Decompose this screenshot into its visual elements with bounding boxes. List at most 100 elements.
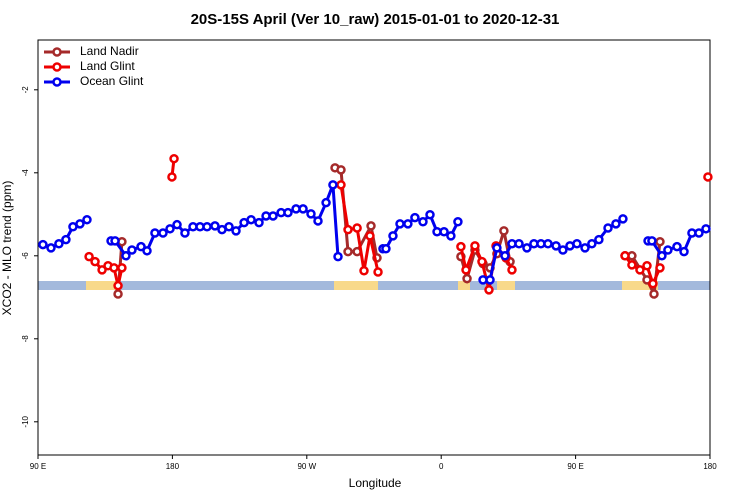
data-point (572, 239, 582, 249)
data-point (113, 280, 123, 291)
data-point (558, 245, 568, 255)
data-point (343, 246, 353, 257)
data-point (627, 260, 637, 270)
data-point (180, 228, 190, 238)
data-point (611, 219, 621, 229)
legend-marker (52, 47, 62, 57)
x-tick-label: 180 (703, 462, 717, 471)
x-axis-label: Longitude (349, 476, 402, 490)
x-tick-label: 90 E (30, 462, 46, 471)
data-point (202, 222, 212, 232)
data-point (453, 217, 463, 227)
data-point (46, 243, 56, 253)
legend-label: Ocean Glint (80, 74, 144, 88)
data-point (492, 243, 502, 253)
data-point (224, 222, 234, 232)
data-point (110, 236, 120, 246)
data-point (461, 265, 471, 275)
y-axis-label: XCO2 - MLO trend (ppm) (0, 181, 14, 316)
data-point (514, 239, 524, 249)
data-point (477, 256, 487, 267)
data-point (142, 246, 152, 256)
land-band (497, 281, 515, 290)
data-point (136, 241, 146, 252)
data-point (283, 207, 293, 218)
x-tick-label: 90 W (297, 462, 316, 471)
data-point (663, 245, 673, 255)
data-point (484, 285, 494, 295)
land-band (334, 281, 378, 290)
data-point (403, 219, 413, 229)
data-point (61, 234, 71, 245)
data-point (655, 263, 665, 273)
data-point (649, 289, 659, 299)
data-point (169, 153, 179, 164)
legend-marker (52, 62, 62, 72)
y-tick-label: -6 (21, 252, 30, 260)
data-point (246, 214, 256, 225)
data-point (210, 221, 220, 231)
data-point (127, 245, 137, 255)
data-point (507, 265, 517, 275)
data-point (366, 221, 376, 231)
data-point (306, 209, 316, 219)
data-point (165, 224, 175, 234)
data-point (543, 239, 553, 249)
data-point (231, 226, 241, 236)
y-tick-label: -8 (21, 335, 30, 343)
data-point (343, 224, 353, 235)
data-point (701, 224, 711, 234)
x-tick-label: 180 (166, 462, 180, 471)
land-band (622, 281, 658, 290)
data-point (121, 251, 131, 261)
data-point (672, 241, 682, 252)
data-point (485, 275, 495, 285)
data-point (333, 251, 343, 262)
data-point (54, 239, 64, 249)
data-point (425, 209, 435, 220)
data-point (75, 219, 85, 229)
data-point (328, 180, 338, 190)
legend-label: Land Glint (80, 59, 135, 73)
data-point (418, 217, 428, 227)
data-point (109, 263, 119, 273)
data-point (603, 223, 613, 233)
data-point (336, 165, 346, 175)
data-point (268, 211, 278, 221)
data-point (254, 217, 264, 228)
data-point (84, 251, 94, 262)
data-point (113, 289, 123, 299)
data-point (499, 226, 509, 236)
land-band (86, 281, 116, 290)
data-point (352, 223, 362, 233)
data-point (470, 241, 480, 251)
data-point (359, 265, 369, 276)
y-tick-label: -10 (21, 415, 30, 427)
data-point (381, 243, 391, 254)
data-point (410, 212, 420, 223)
data-point (395, 219, 405, 229)
data-point (336, 180, 346, 190)
data-point (587, 239, 597, 249)
data-point (462, 273, 472, 284)
data-point (618, 214, 628, 224)
y-tick-label: -2 (21, 86, 30, 94)
data-point (172, 219, 182, 230)
data-point (158, 228, 168, 238)
data-point (655, 236, 665, 247)
data-point (388, 231, 398, 241)
data-point (439, 226, 449, 237)
legend-label: Land Nadir (80, 44, 139, 58)
data-point (167, 172, 177, 182)
data-point (373, 267, 383, 277)
y-tick-label: -4 (21, 169, 30, 177)
chart-title: 20S-15S April (Ver 10_raw) 2015-01-01 to… (191, 11, 560, 28)
data-point (620, 251, 630, 261)
series-line (339, 184, 380, 273)
data-point (456, 241, 466, 252)
data-point (551, 241, 561, 251)
data-point (298, 204, 308, 214)
land-band (458, 281, 470, 290)
data-point (647, 236, 657, 246)
